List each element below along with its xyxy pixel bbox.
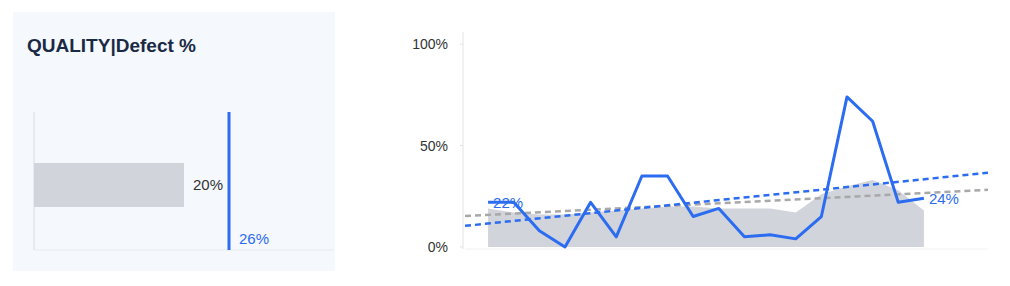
value-axis	[34, 250, 334, 251]
target-line	[228, 112, 231, 250]
data-label: 20%	[193, 176, 223, 193]
y-tick-label: 0%	[428, 239, 448, 255]
y-tick	[460, 246, 463, 247]
bar	[34, 163, 184, 207]
plot-area	[465, 97, 988, 247]
plot-area	[34, 112, 229, 250]
y-axis	[463, 32, 464, 249]
target-label: 26%	[239, 230, 269, 247]
y-tick	[460, 145, 463, 146]
line	[488, 97, 924, 247]
panel-background	[13, 12, 335, 271]
y-tick	[460, 44, 463, 45]
page: QUALITY|Defect % 20% 26% 0% 50% 100% 22% 24%	[0, 0, 1010, 286]
title: QUALITY|Defect %	[27, 35, 196, 56]
trend-line	[465, 190, 988, 216]
data-label: 22%	[493, 194, 523, 211]
x-axis	[465, 249, 988, 250]
data-label: 24%	[929, 190, 959, 207]
y-tick-label: 50%	[420, 138, 448, 154]
y-tick-label: 100%	[412, 36, 448, 52]
